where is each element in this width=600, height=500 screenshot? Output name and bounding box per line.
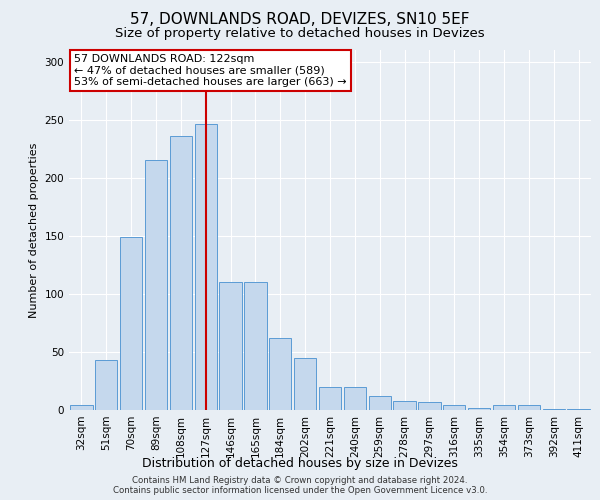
Bar	[120, 237, 142, 410]
Bar	[244, 282, 266, 410]
Bar	[443, 406, 466, 410]
Bar	[95, 360, 118, 410]
Bar	[568, 409, 590, 410]
Text: Contains HM Land Registry data © Crown copyright and database right 2024.
Contai: Contains HM Land Registry data © Crown c…	[113, 476, 487, 495]
Text: 57 DOWNLANDS ROAD: 122sqm
← 47% of detached houses are smaller (589)
53% of semi: 57 DOWNLANDS ROAD: 122sqm ← 47% of detac…	[74, 54, 347, 87]
Text: Distribution of detached houses by size in Devizes: Distribution of detached houses by size …	[142, 458, 458, 470]
Bar	[170, 136, 192, 410]
Text: Size of property relative to detached houses in Devizes: Size of property relative to detached ho…	[115, 28, 485, 40]
Bar	[294, 358, 316, 410]
Y-axis label: Number of detached properties: Number of detached properties	[29, 142, 39, 318]
Bar	[319, 387, 341, 410]
Bar	[518, 406, 540, 410]
Bar	[145, 160, 167, 410]
Bar	[344, 387, 366, 410]
Bar	[418, 402, 440, 410]
Text: 57, DOWNLANDS ROAD, DEVIZES, SN10 5EF: 57, DOWNLANDS ROAD, DEVIZES, SN10 5EF	[130, 12, 470, 28]
Bar	[194, 124, 217, 410]
Bar	[542, 409, 565, 410]
Bar	[269, 338, 292, 410]
Bar	[70, 406, 92, 410]
Bar	[368, 396, 391, 410]
Bar	[220, 282, 242, 410]
Bar	[394, 400, 416, 410]
Bar	[468, 408, 490, 410]
Bar	[493, 406, 515, 410]
